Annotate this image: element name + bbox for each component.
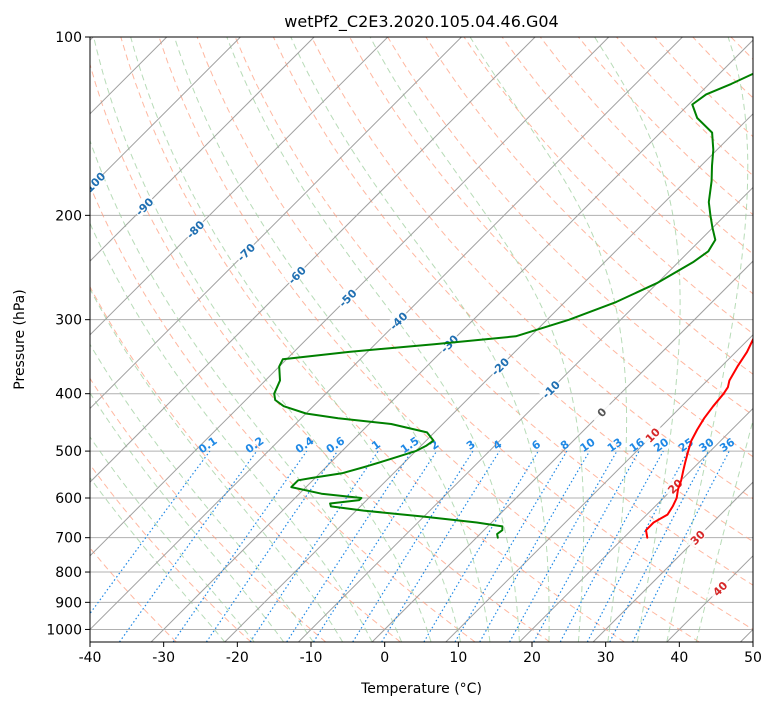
isotherm-label-bg bbox=[589, 399, 614, 424]
y-tick-label: 300 bbox=[55, 313, 82, 329]
mixing-ratio-line bbox=[559, 450, 664, 642]
isotherm bbox=[90, 37, 241, 189]
isotherm bbox=[445, 334, 753, 642]
isotherm-label-bg bbox=[385, 308, 410, 333]
moist-adiabat bbox=[130, 37, 461, 642]
dry-adiabat bbox=[196, 37, 753, 630]
moist-adiabat bbox=[695, 418, 753, 642]
dry-adiabat bbox=[158, 37, 700, 642]
mixing-ratio-line bbox=[249, 450, 379, 642]
temperature-profile bbox=[645, 337, 753, 539]
isotherm-label-bg bbox=[284, 262, 309, 287]
chart-title: wetPf2_C2E3.2020.105.04.46.G04 bbox=[284, 12, 558, 32]
moist-adiabat bbox=[469, 37, 628, 642]
mixing-ratio-line bbox=[352, 450, 474, 642]
x-tick-label: -20 bbox=[226, 650, 249, 666]
dry-adiabat bbox=[90, 62, 551, 642]
sounding-profiles bbox=[273, 72, 753, 539]
y-axis-title: Pressure (hPa) bbox=[12, 289, 28, 389]
isotherm-label-bg bbox=[538, 376, 563, 401]
moist-adiabat bbox=[90, 392, 285, 642]
isotherm bbox=[90, 37, 315, 262]
dry-adiabat bbox=[90, 377, 327, 642]
isotherm-label-bg bbox=[233, 239, 258, 264]
x-tick-label: 40 bbox=[670, 650, 688, 666]
isotherm-label-bg bbox=[90, 171, 105, 196]
mixing-ratio-line bbox=[312, 450, 438, 642]
isotherm-label-bg bbox=[335, 285, 360, 310]
moist-adiabat bbox=[173, 37, 491, 642]
isotherm-label-bg bbox=[131, 193, 156, 218]
y-tick-label: 700 bbox=[55, 531, 82, 547]
moist-adiabat bbox=[666, 37, 749, 642]
plot-background bbox=[90, 37, 753, 642]
isotherm bbox=[90, 37, 462, 410]
y-tick-label: 100 bbox=[55, 30, 82, 46]
isotherm-label-bg bbox=[487, 353, 512, 378]
mixing-ratio-line bbox=[205, 450, 338, 642]
isotherm-label-bg bbox=[707, 575, 732, 600]
isotherm bbox=[90, 37, 610, 557]
moist-adiabat bbox=[90, 476, 226, 642]
moist-adiabat bbox=[226, 37, 520, 642]
isotherm-label-bg bbox=[684, 524, 709, 549]
x-tick-label: -40 bbox=[79, 650, 102, 666]
dry-adiabat bbox=[234, 37, 753, 586]
y-tick-label: 500 bbox=[55, 444, 82, 460]
y-tick-label: 200 bbox=[55, 208, 82, 224]
y-tick-label: 800 bbox=[55, 565, 82, 581]
mixing-ratio-line bbox=[533, 450, 640, 642]
x-tick-label: 10 bbox=[449, 650, 467, 666]
isotherm bbox=[224, 113, 753, 642]
x-tick-label: -10 bbox=[300, 650, 323, 666]
moist-adiabat bbox=[290, 37, 550, 642]
dewpoint-profile bbox=[273, 72, 753, 539]
isotherm-label-bg bbox=[639, 422, 664, 447]
isotherm bbox=[90, 37, 389, 336]
dry-adiabat bbox=[501, 37, 753, 295]
mixing-ratio-lines bbox=[90, 450, 730, 642]
moist-adiabat bbox=[90, 222, 373, 642]
isotherm bbox=[90, 37, 536, 483]
y-tick-label: 600 bbox=[55, 491, 82, 507]
mixing-ratio-line bbox=[632, 450, 730, 642]
mixing-ratio-line bbox=[172, 450, 308, 642]
x-tick-label: 20 bbox=[523, 650, 541, 666]
x-tick-label: 30 bbox=[597, 650, 615, 666]
dry-adiabat bbox=[120, 37, 625, 642]
y-tick-label: 400 bbox=[55, 387, 82, 403]
mixing-ratio-line bbox=[509, 450, 618, 642]
moist-adiabat bbox=[90, 436, 255, 642]
dry-adiabat bbox=[463, 37, 753, 335]
x-tick-label: 0 bbox=[380, 650, 389, 666]
plot-frame bbox=[89, 36, 754, 643]
x-axis-title: Temperature (°C) bbox=[360, 681, 482, 697]
moist-adiabat bbox=[369, 37, 585, 642]
x-tick-label: -30 bbox=[152, 650, 175, 666]
dry-adiabat bbox=[311, 37, 753, 500]
mixing-ratio-line bbox=[119, 450, 258, 642]
mixing-ratio-line bbox=[286, 450, 413, 642]
dry-adiabat bbox=[90, 463, 252, 642]
axis-ticks: -40 -30 -20 -10 0 10 20 30 40 50 100 200 300 400 500 60… bbox=[46, 30, 762, 666]
y-tick-label: 900 bbox=[55, 595, 82, 611]
mixing-ratio-line bbox=[381, 450, 501, 642]
isotherm bbox=[298, 186, 753, 642]
mixing-ratio-line bbox=[90, 450, 211, 615]
isotherm bbox=[90, 37, 683, 631]
moist-adiabat bbox=[93, 37, 432, 642]
y-tick-label: 1000 bbox=[46, 622, 82, 638]
x-tick-label: 50 bbox=[744, 650, 762, 666]
moist-adiabat bbox=[594, 37, 681, 642]
moist-adiabat bbox=[90, 343, 314, 642]
isotherm bbox=[371, 260, 753, 642]
isotherm bbox=[519, 407, 753, 642]
isotherm-label-bg bbox=[182, 216, 207, 241]
moist-adiabat bbox=[90, 287, 344, 642]
